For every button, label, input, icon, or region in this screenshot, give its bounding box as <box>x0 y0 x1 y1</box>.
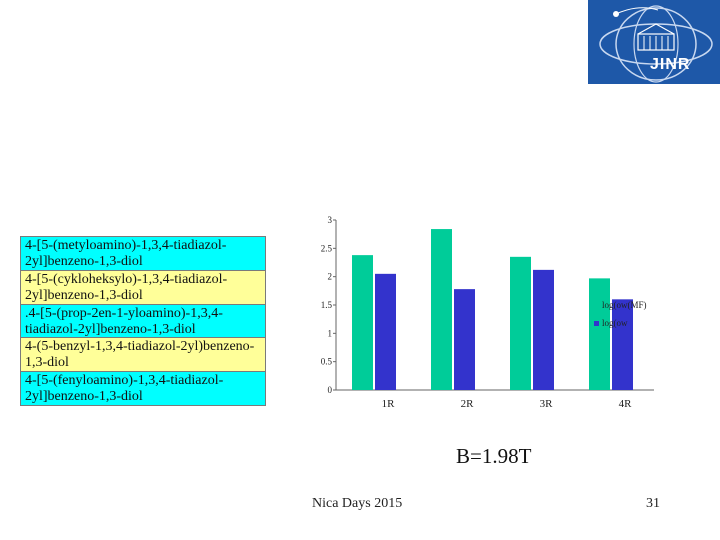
page-number: 31 <box>646 496 660 511</box>
jinr-emblem-icon <box>599 5 713 83</box>
y-tick-label: 0.5 <box>321 357 333 367</box>
jinr-logo: JINR <box>588 0 720 84</box>
legend-swatch <box>594 321 599 326</box>
legend-label: log(ow <box>602 318 628 328</box>
x-tick-label: 1R <box>382 398 396 410</box>
bar-chart: 0 0.5 1 1.5 2 2.5 3 1R 2R 3R 4R log(ow(MF) log(ow <box>321 215 654 410</box>
bar <box>589 278 610 390</box>
compound-row: 4-[5-(metyloamino)-1,3,4-tiadiazol-2yl]b… <box>21 237 265 271</box>
bar <box>454 289 475 390</box>
compound-row: .4-[5-(prop-2en-1-yloamino)-1,3,4-tiadia… <box>21 304 265 339</box>
y-tick-label: 0 <box>328 385 333 395</box>
magnetic-field-label: B=1.98T <box>456 444 532 468</box>
y-tick-label: 3 <box>328 215 333 225</box>
bar <box>352 255 373 390</box>
compound-row: 4-[5-(fenyloamino)-1,3,4-tiadiazol-2yl]b… <box>21 372 265 405</box>
compound-table: 4-[5-(metyloamino)-1,3,4-tiadiazol-2yl]b… <box>20 236 266 406</box>
y-tick-label: 2.5 <box>321 243 333 253</box>
legend-label: log(ow(MF) <box>602 300 647 310</box>
logo-text: JINR <box>650 56 691 73</box>
y-tick-label: 1 <box>328 328 333 338</box>
footer-event: Nica Days 2015 <box>312 496 403 511</box>
bar <box>533 269 554 390</box>
bar <box>510 256 531 390</box>
x-tick-label: 3R <box>540 398 554 410</box>
y-tick-label: 2 <box>328 272 333 282</box>
x-tick-label: 2R <box>461 398 475 410</box>
bar <box>612 299 633 390</box>
x-tick-label: 4R <box>619 398 633 410</box>
compound-row: 4-(5-benzyl-1,3,4-tiadiazol-2yl)benzeno-… <box>21 338 265 373</box>
y-tick-label: 1.5 <box>321 300 333 310</box>
compound-row: 4-[5-(cykloheksylo)-1,3,4-tiadiazol-2yl]… <box>21 270 265 305</box>
bar <box>375 273 396 390</box>
bar <box>431 229 452 390</box>
legend-swatch <box>594 303 599 308</box>
